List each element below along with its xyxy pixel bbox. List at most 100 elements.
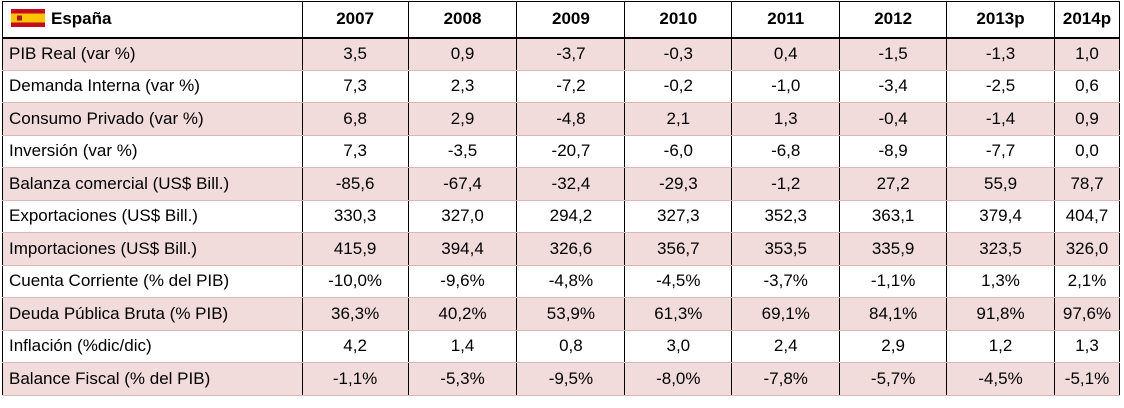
cell: 36,3%	[301, 297, 409, 331]
column-header: 2013p	[946, 1, 1055, 39]
row-label: Balanza comercial (US$ Bill.)	[2, 167, 303, 201]
cell: 1,4	[407, 330, 517, 363]
cell: -1,1%	[301, 362, 409, 396]
cell: -1,3	[946, 37, 1055, 71]
cell: 356,7	[624, 232, 732, 266]
cell: 1,0	[1053, 37, 1120, 71]
column-header: 2012	[839, 1, 947, 39]
table-row: Exportaciones (US$ Bill.) 330,3 327,0 294,2…	[2, 200, 1120, 233]
cell: -9,5%	[516, 362, 625, 396]
cell: 394,4	[407, 232, 517, 266]
cell: -10,0%	[301, 265, 409, 298]
cell: -5,1%	[1053, 362, 1120, 396]
cell: 78,7	[1053, 167, 1120, 201]
header-title-cell: España	[2, 1, 303, 39]
cell: -3,4	[839, 70, 947, 103]
cell: 0,0	[1053, 135, 1120, 168]
cell: 352,3	[731, 200, 840, 233]
cell: 323,5	[946, 232, 1055, 266]
cell: -7,2	[516, 70, 625, 103]
column-header: 2007	[301, 1, 409, 39]
cell: -6,8	[731, 135, 840, 168]
cell: 4,2	[301, 330, 409, 363]
row-label: Inflación (%dic/dic)	[2, 330, 303, 363]
cell: 0,8	[516, 330, 625, 363]
row-label: Inversión (var %)	[2, 135, 303, 168]
cell: 363,1	[839, 200, 947, 233]
cell: 3,0	[624, 330, 732, 363]
cell: 2,9	[839, 330, 947, 363]
cell: 6,8	[301, 102, 409, 136]
cell: -3,5	[407, 135, 517, 168]
column-header: 2011	[731, 1, 840, 39]
cell: 2,9	[407, 102, 517, 136]
cell: 415,9	[301, 232, 409, 266]
cell: 294,2	[516, 200, 625, 233]
table-row: PIB Real (var %) 3,5 0,9 -3,7 -0,3 0,4 -1,5 -1,…	[2, 37, 1120, 71]
cell: 353,5	[731, 232, 840, 266]
cell: -29,3	[624, 167, 732, 201]
cell: -5,3%	[407, 362, 517, 396]
table-row: Importaciones (US$ Bill.) 415,9 394,4 326,6…	[2, 232, 1120, 266]
header-title: España	[51, 9, 112, 29]
cell: 84,1%	[839, 297, 947, 331]
cell: 53,9%	[516, 297, 625, 331]
cell: -8,0%	[624, 362, 732, 396]
cell: 7,3	[301, 70, 409, 103]
row-label: Balance Fiscal (% del PIB)	[2, 362, 303, 396]
cell: 0,9	[1053, 102, 1120, 136]
cell: -2,5	[946, 70, 1055, 103]
cell: 91,8%	[946, 297, 1055, 331]
cell: 2,3	[407, 70, 517, 103]
column-header: 2010	[624, 1, 732, 39]
cell: -1,2	[731, 167, 840, 201]
data-table: España 2007 2008 2009 2010 2011 2012 2013p 2014…	[2, 1, 1120, 396]
cell: 379,4	[946, 200, 1055, 233]
cell: 1,3	[731, 102, 840, 136]
cell: 1,3	[1053, 330, 1120, 363]
table-row: Balance Fiscal (% del PIB) -1,1% -5,3% -9,5…	[2, 362, 1120, 396]
cell: 40,2%	[407, 297, 517, 331]
row-label: Importaciones (US$ Bill.)	[2, 232, 303, 266]
cell: 55,9	[946, 167, 1055, 201]
cell: -3,7%	[731, 265, 840, 298]
table-row: Demanda Interna (var %) 7,3 2,3 -7,2 -0,2 -1,…	[2, 70, 1120, 103]
cell: -85,6	[301, 167, 409, 201]
flag-icon	[11, 9, 45, 28]
cell: -0,4	[839, 102, 947, 136]
row-label: Exportaciones (US$ Bill.)	[2, 200, 303, 233]
cell: 2,1	[624, 102, 732, 136]
cell: 0,4	[731, 37, 840, 71]
cell: -1,1%	[839, 265, 947, 298]
cell: 327,3	[624, 200, 732, 233]
cell: -1,4	[946, 102, 1055, 136]
table-row: Inversión (var %) 7,3 -3,5 -20,7 -6,0 -6,8 -8,…	[2, 135, 1120, 168]
cell: 1,3%	[946, 265, 1055, 298]
cell: -4,8	[516, 102, 625, 136]
cell: -1,0	[731, 70, 840, 103]
cell: 2,4	[731, 330, 840, 363]
cell: -9,6%	[407, 265, 517, 298]
row-label: Demanda Interna (var %)	[2, 70, 303, 103]
cell: 0,9	[407, 37, 517, 71]
cell: -5,7%	[839, 362, 947, 396]
header-row: España 2007 2008 2009 2010 2011 2012 2013p 2014…	[2, 1, 1120, 39]
cell: -0,3	[624, 37, 732, 71]
cell: 69,1%	[731, 297, 840, 331]
cell: -7,7	[946, 135, 1055, 168]
cell: 7,3	[301, 135, 409, 168]
cell: 330,3	[301, 200, 409, 233]
cell: -4,5%	[946, 362, 1055, 396]
cell: 326,6	[516, 232, 625, 266]
cell: -7,8%	[731, 362, 840, 396]
cell: 326,0	[1053, 232, 1120, 266]
cell: 404,7	[1053, 200, 1120, 233]
cell: -8,9	[839, 135, 947, 168]
row-label: Consumo Privado (var %)	[2, 102, 303, 136]
cell: 2,1%	[1053, 265, 1120, 298]
cell: -32,4	[516, 167, 625, 201]
cell: -20,7	[516, 135, 625, 168]
cell: 3,5	[301, 37, 409, 71]
table-row: Inflación (%dic/dic) 4,2 1,4 0,8 3,0 2,4 2,9 1,…	[2, 330, 1120, 363]
